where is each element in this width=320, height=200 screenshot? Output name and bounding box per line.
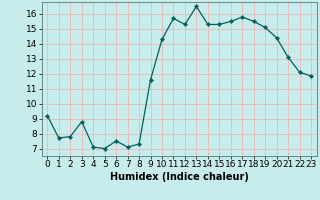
X-axis label: Humidex (Indice chaleur): Humidex (Indice chaleur) — [110, 172, 249, 182]
